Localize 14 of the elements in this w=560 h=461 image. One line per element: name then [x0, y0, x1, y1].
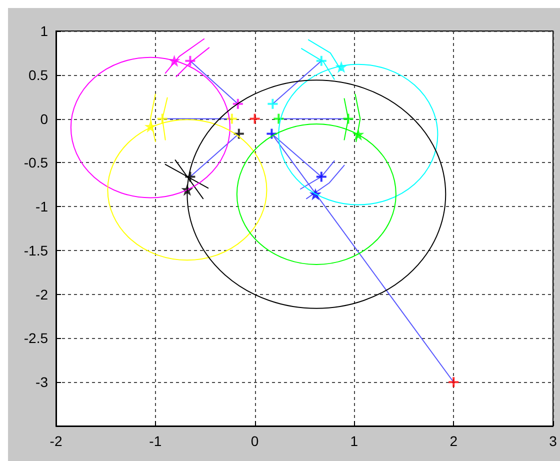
y-tick-label: 1 — [40, 23, 48, 39]
x-tick-label: -1 — [149, 433, 162, 449]
y-tick-label: -2.5 — [24, 330, 48, 346]
y-tick-label: 0 — [40, 110, 48, 127]
x-tick-label: 2 — [450, 433, 458, 449]
y-tick-label: -3 — [36, 374, 48, 390]
y-tick-label: -0.5 — [24, 154, 48, 171]
y-tick-label: 0.5 — [28, 66, 48, 83]
x-tick-label: 1 — [350, 433, 358, 449]
y-tick-label: -2 — [36, 286, 48, 302]
y-tick-label: -1 — [36, 198, 48, 215]
x-tick-label: 0 — [250, 433, 259, 449]
x-tick-label: 3 — [549, 433, 558, 449]
y-tick-label: -1.5 — [24, 242, 48, 258]
